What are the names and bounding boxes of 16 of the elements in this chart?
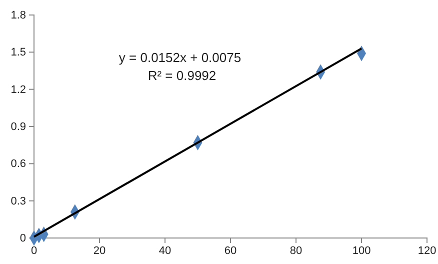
y-tick-label: 1.8 — [10, 10, 26, 22]
x-tick-label: 100 — [352, 244, 371, 257]
y-tick-label: 0.3 — [10, 195, 26, 208]
x-tick-label: 0 — [30, 244, 38, 257]
y-tick-label: 1.2 — [10, 84, 26, 96]
y-tick-label: 1.5 — [10, 46, 26, 59]
y-tick-label: 0.9 — [10, 121, 26, 134]
x-tick-label: 80 — [290, 244, 302, 257]
x-tick-label: 120 — [418, 244, 436, 257]
x-tick-label: 20 — [93, 244, 106, 257]
y-tick-label: 0 — [20, 232, 26, 245]
x-tick-label: 40 — [158, 244, 172, 257]
annotation: y = 0.0152x + 0.0075 — [118, 50, 242, 65]
y-tick-label: 0.6 — [10, 158, 26, 170]
x-tick-label: 60 — [224, 244, 237, 257]
annotation: R² = 0.9992 — [148, 68, 216, 83]
